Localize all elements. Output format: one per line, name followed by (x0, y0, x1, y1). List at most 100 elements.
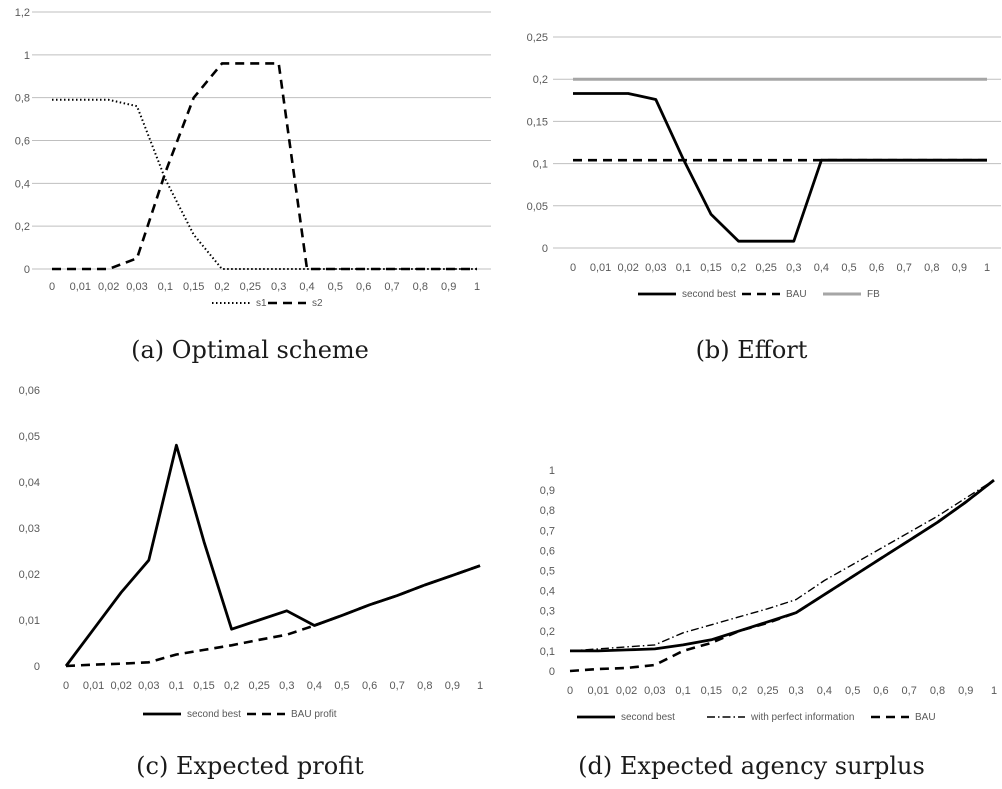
chart-a-svg: 0 0,2 0,4 0,6 0,8 1 1,2 0 0,01 0,02 0,03 0,1 0,15 0,2… (15, 7, 491, 309)
y-tick-label: 1 (24, 50, 30, 62)
chart-c-svg: 0 0,01 0,02 0,03 0,04 0,05 0,06 0 0,01 0,02 0,03 0,… (19, 385, 483, 720)
x-tick-label: 0,2 (732, 685, 747, 697)
x-tick-label: 0,6 (873, 685, 888, 697)
legend-label: s1 (256, 298, 267, 309)
x-tick-label: 0,8 (413, 281, 428, 293)
x-tick-label: 0,01 (70, 281, 91, 293)
y-tick-label: 0 (549, 666, 555, 678)
x-tick-label: 0,6 (362, 680, 377, 692)
x-tick-label: 0,8 (930, 685, 945, 697)
x-tick-label: 0,6 (356, 281, 371, 293)
x-tick-label: 0,15 (701, 685, 722, 697)
x-tick-label: 0,02 (617, 262, 638, 274)
x-tick-label: 0,15 (183, 281, 204, 293)
y-tick-label: 0,02 (19, 569, 40, 581)
panel-a-optimal-scheme: 0 0,2 0,4 0,6 0,8 1 1,2 0 0,01 0,02 0,03 0,1 0,15 0,2… (0, 0, 500, 320)
y-tick-label: 0,8 (540, 505, 555, 517)
x-tick-label: 0,25 (240, 281, 261, 293)
y-tick-label: 0,05 (19, 431, 40, 443)
y-tick-label: 0,1 (540, 646, 555, 658)
x-tick-label: 0,8 (924, 262, 939, 274)
series-line-s1 (52, 98, 477, 270)
y-tick-label: 0,25 (527, 32, 548, 44)
x-tick-label: 0,03 (645, 262, 666, 274)
y-tick-label: 0,2 (540, 626, 555, 638)
x-tick-label: 0,3 (279, 680, 294, 692)
x-tick-label: 0,3 (786, 262, 801, 274)
y-tick-label: 0,04 (19, 477, 40, 489)
y-tick-label: 1 (549, 465, 555, 477)
y-tick-label: 0,05 (527, 201, 548, 213)
series-line-second-best (570, 478, 995, 653)
y-tick-label: 0,06 (19, 385, 40, 397)
y-tick-label: 0,7 (540, 525, 555, 537)
x-tick-label: 0,2 (731, 262, 746, 274)
x-tick-label: 0 (567, 685, 573, 697)
x-tick-label: 0,7 (897, 262, 912, 274)
x-tick-label: 0,9 (958, 685, 973, 697)
y-tick-label: 0,1 (533, 159, 548, 171)
y-tick-label: 0,3 (540, 606, 555, 618)
y-tick-label: 0 (542, 243, 548, 255)
x-tick-label: 0,1 (675, 685, 690, 697)
y-tick-label: 1,2 (15, 7, 30, 19)
x-tick-label: 0,03 (138, 680, 159, 692)
caption-c: (c) Expected profit (136, 752, 364, 780)
panel-c-expected-profit: 0 0,01 0,02 0,03 0,04 0,05 0,06 0 0,01 0,02 0,03 0,… (0, 375, 500, 735)
x-tick-label: 0,02 (98, 281, 119, 293)
x-tick-label: 0,4 (817, 685, 832, 697)
x-tick-label: 0,5 (845, 685, 860, 697)
x-tick-label: 0,5 (841, 262, 856, 274)
x-tick-label: 1 (991, 685, 997, 697)
x-tick-label: 0,5 (334, 680, 349, 692)
x-tick-label: 0,1 (169, 680, 184, 692)
caption-a: (a) Optimal scheme (131, 336, 369, 364)
x-tick-label: 0,03 (644, 685, 665, 697)
y-tick-label: 0,2 (15, 221, 30, 233)
x-tick-label: 0,7 (390, 680, 405, 692)
x-tick-label: 0,4 (307, 680, 322, 692)
x-tick-label: 1 (474, 281, 480, 293)
chart-b-svg: 0 0,05 0,1 0,15 0,2 0,25 0 0,01 0,02 0,03 0,1 0,15 0… (527, 32, 1001, 300)
series-line-with-perfect-information (569, 479, 995, 652)
series-line-second-best (64, 443, 481, 667)
x-tick-label: 0,3 (271, 281, 286, 293)
x-tick-label: 0,01 (590, 262, 611, 274)
x-tick-label: 1 (984, 262, 990, 274)
x-tick-label: 0,2 (224, 680, 239, 692)
x-tick-label: 0,9 (952, 262, 967, 274)
x-tick-label: 0,2 (214, 281, 229, 293)
x-tick-label: 0,4 (814, 262, 829, 274)
x-tick-label: 1 (477, 680, 483, 692)
x-tick-label: 0,9 (445, 680, 460, 692)
x-tick-label: 0,25 (757, 685, 778, 697)
x-tick-label: 0,25 (755, 262, 776, 274)
panel-b-effort: 0 0,05 0,1 0,15 0,2 0,25 0 0,01 0,02 0,03 0,1 0,15 0… (501, 0, 1002, 320)
legend-label: with perfect information (750, 712, 854, 723)
y-tick-label: 0,9 (540, 485, 555, 497)
y-tick-label: 0 (24, 264, 30, 276)
series-line-second-best (573, 92, 987, 243)
y-tick-label: 0,03 (19, 523, 40, 535)
x-tick-label: 0,3 (788, 685, 803, 697)
x-tick-label: 0,4 (299, 281, 314, 293)
x-tick-label: 0,01 (588, 685, 609, 697)
legend-label: second best (682, 289, 736, 300)
panel-d-agency-surplus: 0 0,1 0,2 0,3 0,4 0,5 0,6 0,7 0,8 0,9 1 0 0,01 0,02 0,… (501, 375, 1002, 735)
x-tick-label: 0,15 (193, 680, 214, 692)
x-tick-label: 0,1 (158, 281, 173, 293)
y-tick-label: 0,2 (533, 74, 548, 86)
x-tick-label: 0 (49, 281, 55, 293)
x-tick-label: 0,25 (248, 680, 269, 692)
x-tick-label: 0,02 (110, 680, 131, 692)
y-tick-label: 0,01 (19, 615, 40, 627)
caption-d: (d) Expected agency surplus (578, 752, 925, 780)
x-tick-label: 0,6 (869, 262, 884, 274)
x-tick-label: 0,1 (676, 262, 691, 274)
legend-label: second best (621, 712, 675, 723)
x-tick-label: 0,03 (126, 281, 147, 293)
x-tick-label: 0 (570, 262, 576, 274)
legend-label: second best (187, 709, 241, 720)
y-tick-label: 0,15 (527, 116, 548, 128)
y-tick-label: 0,4 (15, 178, 30, 190)
